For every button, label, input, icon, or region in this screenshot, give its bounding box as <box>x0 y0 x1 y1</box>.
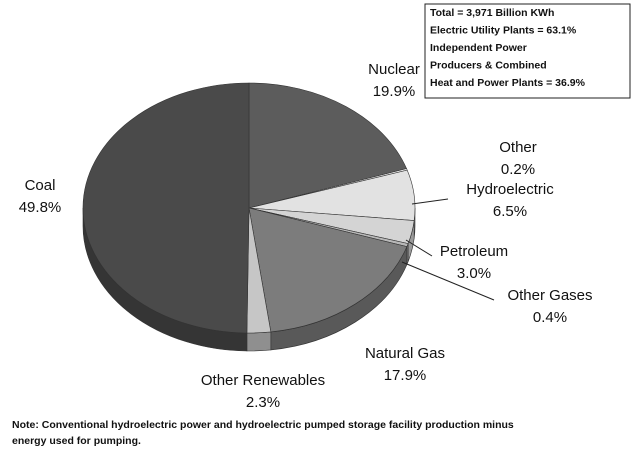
leader-line <box>411 198 449 205</box>
slice-value-label: 17.9% <box>384 367 427 384</box>
slice-value-label: 0.2% <box>501 161 535 178</box>
annotation-box <box>424 3 631 99</box>
slice <box>82 82 250 334</box>
slice-label: Other Renewables <box>201 372 325 389</box>
note-line: energy used for pumping. <box>12 435 141 447</box>
leader-line <box>401 261 495 301</box>
slice-label: Petroleum <box>440 243 508 260</box>
annotation-line: Total = 3,971 Billion KWh <box>430 7 554 19</box>
note-line: Note: Conventional hydroelectric power a… <box>12 419 514 431</box>
slice-label: Other <box>499 139 537 156</box>
slice <box>248 207 408 333</box>
annotation-line: Producers & Combined <box>430 59 547 71</box>
slice <box>248 82 407 209</box>
slice-value-label: 2.3% <box>246 394 280 411</box>
slice-label: Other Gases <box>507 287 592 304</box>
slice-label: Coal <box>25 177 56 194</box>
annotation-line: Electric Utility Plants = 63.1% <box>430 24 577 36</box>
slice-label: Natural Gas <box>365 345 445 362</box>
slice-value-label: 19.9% <box>373 83 416 100</box>
slice-value-label: 6.5% <box>493 203 527 220</box>
slice-label: Hydroelectric <box>466 181 554 198</box>
annotation-line: Independent Power <box>430 42 527 54</box>
leader-line <box>405 239 433 257</box>
slice-label: Nuclear <box>368 61 420 78</box>
annotation-line: Heat and Power Plants = 36.9% <box>430 77 586 89</box>
slice-value-label: 49.8% <box>19 199 62 216</box>
slice-side <box>246 331 272 352</box>
slice-value-label: 3.0% <box>457 265 491 282</box>
slice-value-label: 0.4% <box>533 309 567 326</box>
